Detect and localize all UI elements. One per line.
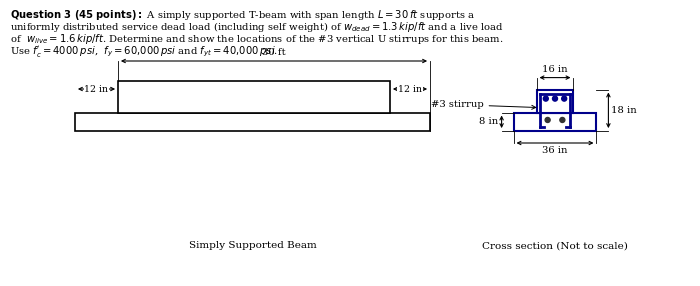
Text: $\bf{Question\ 3\ (45\ points):}$ A simply supported T-beam with span length $L : $\bf{Question\ 3\ (45\ points):}$ A simp… xyxy=(10,8,475,22)
Text: 12 in: 12 in xyxy=(398,84,422,94)
Text: 36 in: 36 in xyxy=(542,146,568,155)
Text: 30 ft: 30 ft xyxy=(262,48,286,57)
Bar xyxy=(118,81,390,113)
Circle shape xyxy=(552,96,557,101)
Text: Use $f_c^{\prime} = 4000\,psi$,  $f_y = 60{,}000\,psi$ and $f_{yt} = 40{,}000\,p: Use $f_c^{\prime} = 4000\,psi$, $f_y = 6… xyxy=(10,44,278,59)
Text: uniformly distributed service dead load (including self weight) of $w_{dead} = 1: uniformly distributed service dead load … xyxy=(10,20,503,34)
Text: of  $w_{live} = 1.6\,kip/ft$. Determine and show the locations of the #3 vertica: of $w_{live} = 1.6\,kip/ft$. Determine a… xyxy=(10,32,503,46)
Circle shape xyxy=(560,118,565,122)
Text: 18 in: 18 in xyxy=(611,106,637,115)
Circle shape xyxy=(543,96,548,101)
Text: 8 in: 8 in xyxy=(480,117,498,126)
Text: 12 in: 12 in xyxy=(85,84,108,94)
Text: #3 stirrup: #3 stirrup xyxy=(431,100,536,109)
Circle shape xyxy=(561,96,567,101)
Bar xyxy=(514,113,596,131)
Text: Simply Supported Beam: Simply Supported Beam xyxy=(188,241,316,251)
Circle shape xyxy=(545,118,550,122)
Bar xyxy=(537,90,573,113)
Text: 16 in: 16 in xyxy=(542,65,568,74)
Bar xyxy=(75,113,430,131)
Text: Cross section (Not to scale): Cross section (Not to scale) xyxy=(482,241,628,251)
